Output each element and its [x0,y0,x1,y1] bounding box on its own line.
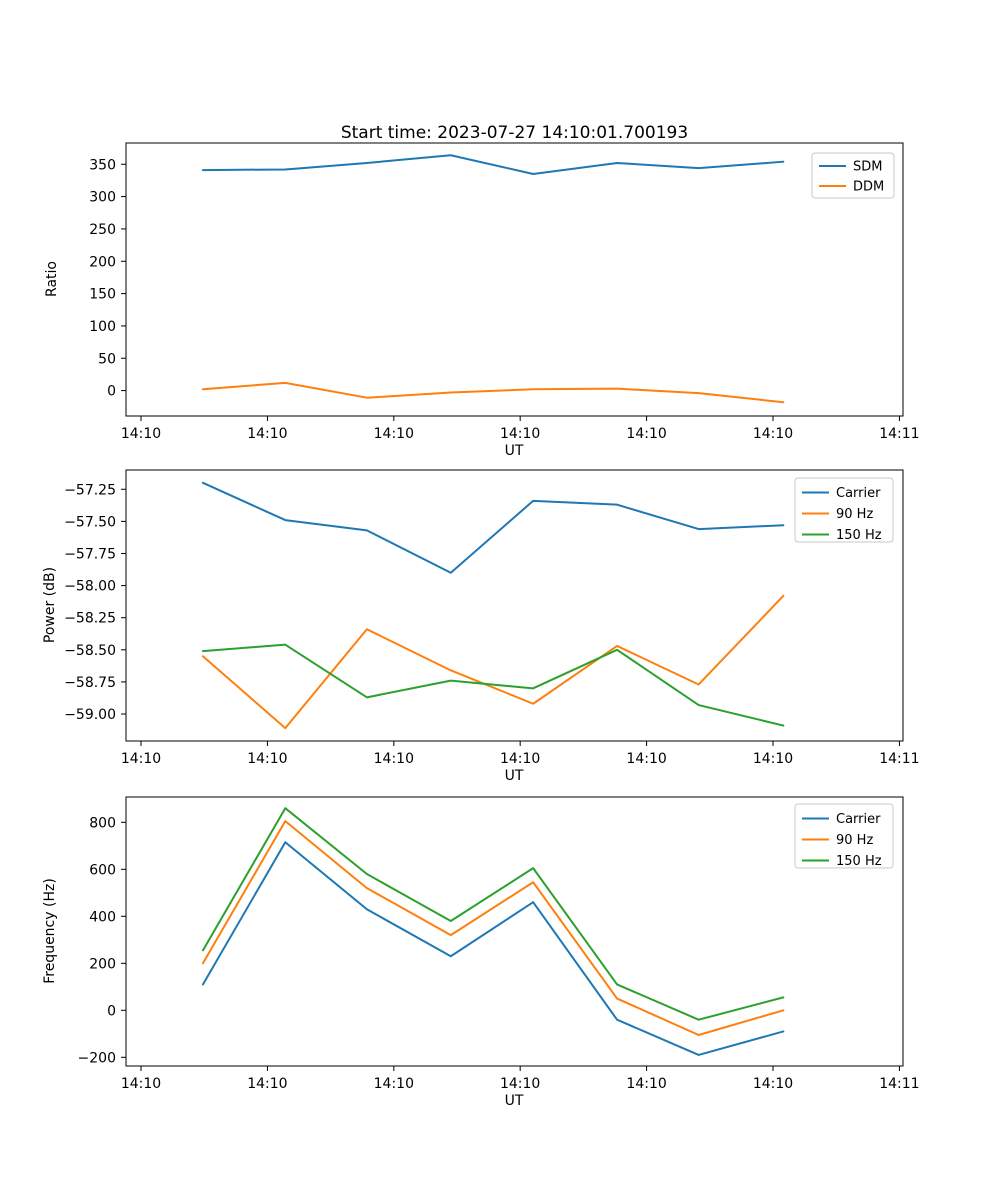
x-tick-label: 14:10 [500,1076,540,1092]
x-tick-label: 14:10 [121,426,161,442]
axes-spines [125,796,904,1067]
ut-axis-label-3: UT [504,1093,524,1109]
x-tick-label: 14:10 [500,751,540,767]
legend-label-90-hz: 90 Hz [836,507,873,522]
axes-spines [125,142,904,417]
y-tick-label: −57.50 [64,514,116,530]
power-axis-label: Power (dB) [42,566,58,644]
y-tick-label: −57.25 [64,482,116,498]
x-tick-label: 14:10 [753,1076,793,1092]
x-tick-label: 14:10 [626,751,666,767]
series-line-150-hz [201,643,785,727]
x-tick-label: 14:10 [374,751,414,767]
x-tick-label: 14:10 [626,1076,666,1092]
y-tick-label: 200 [89,956,116,972]
y-tick-label: −58.50 [64,643,116,659]
subplot-1: 14:10 14:10 14:10 14:10 14:10 14:10 14:11 350 30… [89,142,920,442]
frequency-axis-label: Frequency (Hz) [42,878,58,984]
y-tick-label: 300 [89,190,116,206]
series-line-sdm [201,154,785,175]
legend-label-150-hz: 150 Hz [836,528,882,543]
y-tick-label: 0 [107,1003,116,1019]
x-tick-label: 14:10 [247,426,287,442]
legend-box [794,803,894,869]
legend-label-carrier: Carrier [836,812,881,827]
legend-label-ddm: DDM [853,180,884,195]
subplot-3: 14:10 14:10 14:10 14:10 14:10 14:10 14:11 800 60… [78,796,920,1092]
y-tick-label: 800 [89,815,116,831]
ut-axis-label-2: UT [504,768,524,784]
x-tick-label: 14:10 [753,426,793,442]
ratio-axis-label: Ratio [44,261,60,297]
legend-label-90-hz: 90 Hz [836,833,873,848]
x-tick-label: 14:10 [374,426,414,442]
legend-label-150-hz: 150 Hz [836,854,882,869]
legend-label-sdm: SDM [853,160,882,175]
axes-spines [125,469,904,742]
y-tick-label: 350 [89,157,116,173]
y-tick-label: −57.75 [64,546,116,562]
y-tick-label: −58.00 [64,579,116,595]
y-tick-label: 200 [89,254,116,270]
legend: SDM DDM [811,152,895,199]
series-line-ddm [201,381,785,404]
x-tick-label: 14:10 [626,426,666,442]
y-tick-label: −200 [78,1050,116,1066]
x-tick-label: 14:11 [879,751,919,767]
y-tick-label: 50 [98,351,116,367]
legend: Carrier 90 Hz 150 Hz [794,477,894,543]
x-tick-label: 14:10 [121,751,161,767]
x-tick-label: 14:10 [500,426,540,442]
x-tick-label: 14:10 [374,1076,414,1092]
series-line-90-hz [201,820,785,1036]
x-tick-label: 14:10 [247,751,287,767]
y-tick-label: 250 [89,222,116,238]
figure-title: Start time: 2023-07-27 14:10:01.700193 [340,123,689,143]
legend-box [794,477,894,543]
subplot-2: 14:10 14:10 14:10 14:10 14:10 14:10 14:11 −57.2… [64,469,920,767]
y-tick-label: 100 [89,319,116,335]
x-tick-label: 14:11 [879,426,919,442]
series-line-150-hz [201,807,785,1021]
y-tick-label: 400 [89,909,116,925]
x-tick-label: 14:10 [753,751,793,767]
series-line-carrier [201,481,785,574]
ut-axis-label-1: UT [504,443,524,459]
series-line-carrier [201,841,785,1056]
x-tick-label: 14:10 [247,1076,287,1092]
legend-label-carrier: Carrier [836,486,881,501]
y-tick-label: 0 [107,384,116,400]
legend: Carrier 90 Hz 150 Hz [794,803,894,869]
y-tick-label: −58.75 [64,675,116,691]
series-line-90-hz [201,594,785,730]
y-tick-label: 150 [89,287,116,303]
x-tick-label: 14:11 [879,1076,919,1092]
y-tick-label: 600 [89,862,116,878]
y-tick-label: −58.25 [64,611,116,627]
x-tick-label: 14:10 [121,1076,161,1092]
y-tick-label: −59.00 [64,707,116,723]
